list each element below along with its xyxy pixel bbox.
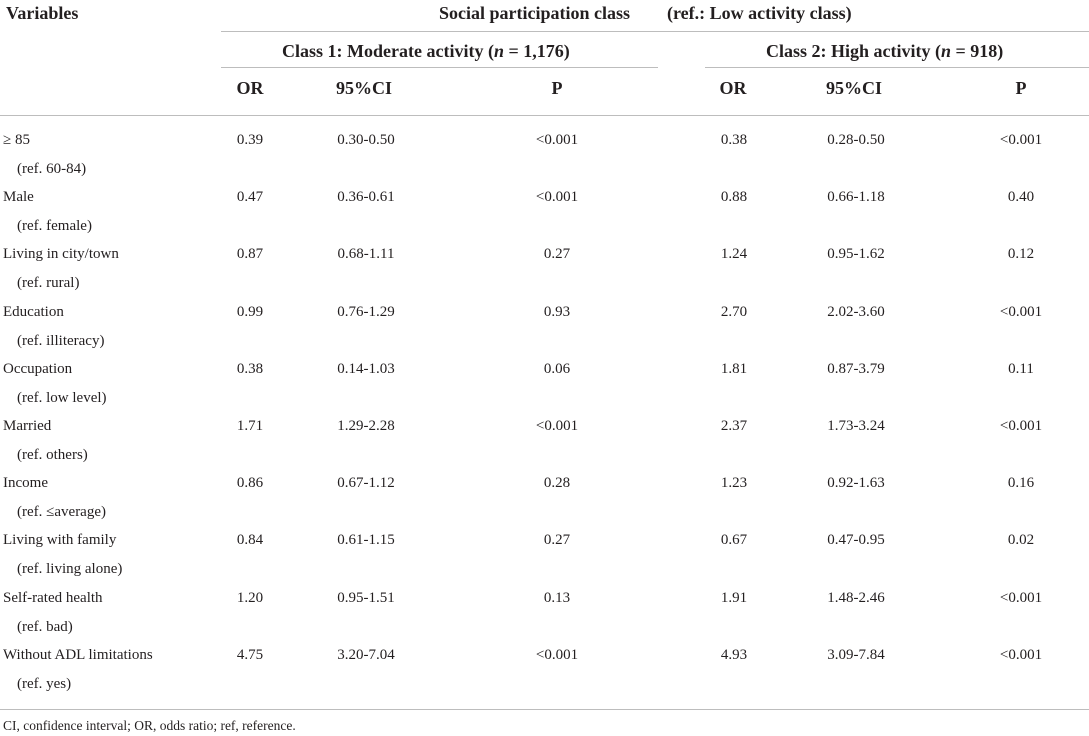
variable-reference: (ref. ≤average) xyxy=(17,504,106,520)
class2-p-cell: 0.40 xyxy=(1007,189,1035,205)
class2-ci-cell: 2.02-3.60 xyxy=(827,304,885,320)
class2-ci-cell: 0.92-1.63 xyxy=(827,475,885,491)
class2-ci-cell: 3.09-7.84 xyxy=(827,647,885,663)
class1-p-cell: <0.001 xyxy=(535,418,579,434)
variable-label: Self-rated health xyxy=(3,590,103,606)
variable-label: Income xyxy=(3,475,48,491)
col-or-2: OR xyxy=(719,78,747,98)
class2-ci-cell: 0.28-0.50 xyxy=(827,132,885,148)
col-p-2: P xyxy=(1015,78,1027,98)
class2-or-cell: 1.24 xyxy=(720,246,748,262)
variable-reference: (ref. rural) xyxy=(17,275,80,291)
col-ci-2: 95%CI xyxy=(825,78,883,98)
class1-ci-cell: 0.14-1.03 xyxy=(337,361,395,377)
class1-or-cell: 0.87 xyxy=(236,246,264,262)
class2-ci-cell: 1.73-3.24 xyxy=(827,418,885,434)
class2-p-cell: <0.001 xyxy=(999,304,1043,320)
class2-or-cell: 0.88 xyxy=(720,189,748,205)
class2-or-cell: 1.91 xyxy=(720,590,748,606)
class2-ci-cell: 0.87-3.79 xyxy=(827,361,885,377)
class2-header: Class 2: High activity (n = 918) xyxy=(766,41,1004,61)
class1-p-cell: <0.001 xyxy=(535,647,579,663)
variable-label: Without ADL limitations xyxy=(3,647,153,663)
variable-reference: (ref. illiteracy) xyxy=(17,333,105,349)
class1-ci-cell: 0.68-1.11 xyxy=(337,246,395,262)
class1-p-cell: 0.93 xyxy=(543,304,571,320)
group-title: Social participation class xyxy=(439,3,631,23)
table-footnote: CI, confidence interval; OR, odds ratio;… xyxy=(3,718,296,733)
class1-p-cell: <0.001 xyxy=(535,132,579,148)
class1-ci-cell: 0.36-0.61 xyxy=(337,189,395,205)
class1-or-cell: 4.75 xyxy=(236,647,264,663)
class2-ci-cell: 0.95-1.62 xyxy=(827,246,885,262)
variable-reference: (ref. 60-84) xyxy=(17,161,87,177)
class2-p-cell: 0.02 xyxy=(1007,532,1035,548)
group-reference: (ref.: Low activity class) xyxy=(667,3,852,23)
class1-ci-cell: 0.61-1.15 xyxy=(337,532,395,548)
class2-p-cell: <0.001 xyxy=(999,132,1043,148)
variable-label: Occupation xyxy=(3,361,73,377)
class1-or-cell: 0.47 xyxy=(236,189,264,205)
class1-header: Class 1: Moderate activity (n = 1,176) xyxy=(282,41,570,61)
class2-ci-cell: 0.66-1.18 xyxy=(827,189,885,205)
group-underline xyxy=(221,31,1089,32)
class1-p-cell: <0.001 xyxy=(535,189,579,205)
col-ci-1: 95%CI xyxy=(335,78,393,98)
variable-label: Married xyxy=(3,418,52,434)
variable-reference: (ref. yes) xyxy=(17,676,72,692)
col-p-1: P xyxy=(551,78,563,98)
table-bottom-rule xyxy=(0,709,1089,710)
class1-underline xyxy=(221,67,658,68)
variable-label: Education xyxy=(3,304,64,320)
class1-p-cell: 0.28 xyxy=(543,475,571,491)
class1-p-cell: 0.13 xyxy=(543,590,571,606)
variable-reference: (ref. others) xyxy=(17,447,88,463)
class2-p-cell: <0.001 xyxy=(999,647,1043,663)
class2-ci-cell: 1.48-2.46 xyxy=(827,590,885,606)
class1-ci-cell: 3.20-7.04 xyxy=(337,647,395,663)
class2-p-cell: 0.16 xyxy=(1007,475,1035,491)
class1-or-cell: 0.86 xyxy=(236,475,264,491)
class1-or-cell: 1.20 xyxy=(236,590,264,606)
class2-or-cell: 2.37 xyxy=(720,418,748,434)
class1-p-cell: 0.27 xyxy=(543,532,571,548)
class1-or-cell: 0.38 xyxy=(236,361,264,377)
variable-label: Living in city/town xyxy=(3,246,119,262)
class1-ci-cell: 0.95-1.51 xyxy=(337,590,395,606)
variable-label: Living with family xyxy=(3,532,117,548)
variable-reference: (ref. female) xyxy=(17,218,92,234)
variable-label: ≥ 85 xyxy=(3,132,30,148)
variable-reference: (ref. low level) xyxy=(17,390,107,406)
class2-or-cell: 2.70 xyxy=(720,304,748,320)
class2-ci-cell: 0.47-0.95 xyxy=(827,532,885,548)
variable-reference: (ref. bad) xyxy=(17,619,73,635)
class1-or-cell: 1.71 xyxy=(236,418,264,434)
class1-or-cell: 0.84 xyxy=(236,532,264,548)
class1-p-cell: 0.06 xyxy=(543,361,571,377)
class1-ci-cell: 0.67-1.12 xyxy=(337,475,395,491)
class1-or-cell: 0.39 xyxy=(236,132,264,148)
class2-or-cell: 4.93 xyxy=(720,647,748,663)
class2-or-cell: 0.67 xyxy=(720,532,748,548)
header-bottom-rule xyxy=(0,115,1089,116)
class2-or-cell: 1.23 xyxy=(720,475,748,491)
class2-p-cell: 0.12 xyxy=(1007,246,1035,262)
class2-or-cell: 1.81 xyxy=(720,361,748,377)
class2-or-cell: 0.38 xyxy=(720,132,748,148)
class1-ci-cell: 1.29-2.28 xyxy=(337,418,395,434)
class2-underline xyxy=(705,67,1089,68)
class2-p-cell: <0.001 xyxy=(999,590,1043,606)
class1-ci-cell: 0.76-1.29 xyxy=(337,304,395,320)
class2-p-cell: 0.11 xyxy=(1008,361,1034,377)
variable-reference: (ref. living alone) xyxy=(17,561,123,577)
class1-ci-cell: 0.30-0.50 xyxy=(337,132,395,148)
class1-or-cell: 0.99 xyxy=(236,304,264,320)
class1-p-cell: 0.27 xyxy=(543,246,571,262)
col-or-1: OR xyxy=(236,78,264,98)
variable-label: Male xyxy=(3,189,34,205)
class2-p-cell: <0.001 xyxy=(999,418,1043,434)
variables-header: Variables xyxy=(6,3,79,23)
